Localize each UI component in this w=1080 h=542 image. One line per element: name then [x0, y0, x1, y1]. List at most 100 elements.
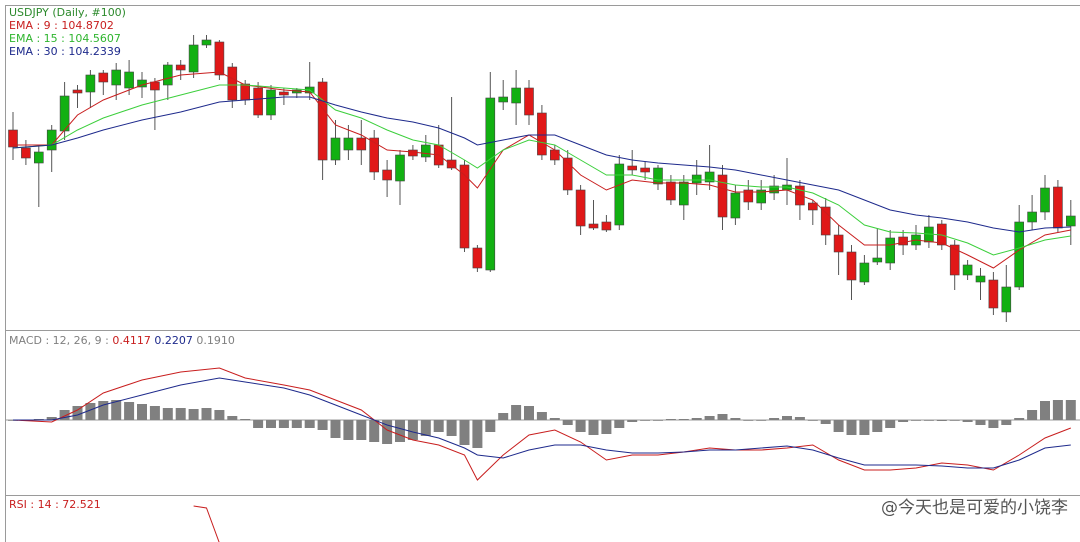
histogram-bar — [459, 420, 470, 445]
histogram-bar — [911, 420, 921, 421]
candle-body — [975, 275, 986, 283]
legend-entry: 0.4117 — [112, 334, 151, 347]
histogram-bar — [575, 420, 586, 432]
candle-body — [756, 189, 767, 204]
histogram-bar — [201, 408, 212, 420]
histogram-bar — [1052, 400, 1063, 420]
candle-body — [163, 64, 173, 86]
candle-body — [124, 71, 134, 89]
chart-title: USDJPY (Daily, #100) — [9, 6, 126, 19]
histogram-bar — [511, 405, 522, 420]
candle-body — [85, 74, 96, 93]
histogram-bar — [1014, 418, 1025, 420]
histogram-bar — [743, 420, 754, 421]
histogram-bar — [923, 420, 934, 421]
candle-body — [807, 202, 818, 211]
histogram-bar — [1001, 420, 1012, 425]
histogram-bar — [472, 420, 483, 448]
histogram-bar — [498, 413, 509, 420]
candle-body — [1053, 186, 1063, 229]
candle-body — [898, 236, 908, 246]
legend-entry: EMA : 15 : 104.5607 — [9, 32, 121, 45]
candle-body — [588, 223, 599, 229]
histogram-bar — [859, 420, 870, 435]
candle-body — [21, 147, 31, 159]
candle-body — [1014, 221, 1025, 288]
histogram-bar — [214, 410, 225, 420]
histogram-bar — [1065, 400, 1076, 420]
histogram-bar — [382, 420, 393, 444]
candle-body — [330, 137, 341, 161]
rsi-title: RSI : 14 : 72.521 — [9, 498, 101, 511]
histogram-bar — [420, 420, 431, 436]
histogram-bar — [962, 420, 973, 422]
candle-body — [1040, 187, 1050, 213]
histogram-bar — [111, 400, 122, 420]
histogram-bar — [756, 420, 767, 421]
candle-body — [240, 83, 250, 101]
candle-body — [640, 167, 650, 173]
candle-body — [524, 87, 534, 116]
histogram-bar — [665, 419, 676, 420]
candle-body — [769, 185, 779, 194]
candle-body — [369, 137, 380, 173]
candle-body — [382, 169, 392, 181]
candle-body — [472, 247, 483, 269]
histogram-bar — [343, 420, 354, 440]
candle-body — [962, 264, 973, 276]
candle-body — [666, 181, 676, 201]
histogram-bar — [820, 420, 831, 424]
candle-body — [614, 163, 625, 226]
histogram-bar — [898, 420, 909, 422]
histogram-bar — [936, 420, 947, 421]
histogram-bar — [330, 420, 341, 438]
candle-body — [872, 257, 883, 263]
histogram-bar — [885, 420, 896, 428]
candle-body — [885, 237, 896, 264]
rsi-pane — [5, 495, 1080, 542]
indicator-line — [12, 367, 1071, 481]
candle-body — [601, 221, 612, 231]
candle-body — [459, 164, 470, 249]
histogram-bar — [253, 420, 264, 428]
histogram-bar — [601, 420, 612, 434]
candle-body — [253, 87, 263, 116]
candle-body — [98, 72, 109, 83]
histogram-bar — [485, 420, 496, 432]
candle-body — [46, 129, 57, 151]
candle-body — [279, 91, 289, 96]
macd-title: MACD : 12, 26, 9 : — [9, 334, 109, 347]
histogram-bar — [304, 420, 315, 428]
histogram-bar — [124, 402, 135, 420]
histogram-bar — [833, 420, 844, 432]
histogram-bar — [807, 420, 818, 421]
candle-body — [498, 96, 509, 103]
candle-body — [175, 64, 186, 71]
macd-plot — [5, 367, 1080, 481]
histogram-bar — [46, 417, 57, 420]
legend-entry: 0.1910 — [196, 334, 235, 347]
candle-body — [820, 206, 831, 236]
histogram-bar — [188, 409, 199, 420]
candle-body — [485, 97, 496, 271]
histogram-bar — [846, 420, 857, 435]
candle-body — [1066, 215, 1076, 227]
histogram-bar — [536, 412, 547, 420]
candle-body — [988, 279, 999, 309]
histogram-bar — [407, 420, 418, 440]
histogram-bar — [137, 404, 147, 420]
candle-body — [266, 89, 276, 116]
histogram-bar — [975, 420, 986, 425]
histogram-bar — [278, 420, 289, 428]
candle-body — [356, 137, 367, 151]
histogram-bar — [627, 420, 638, 422]
histogram-bar — [730, 418, 741, 420]
histogram-bar — [98, 401, 109, 420]
indicator-line — [193, 505, 220, 542]
histogram-bar — [149, 406, 160, 420]
histogram-bar — [240, 419, 251, 420]
indicator-line — [13, 71, 1071, 269]
histogram-bar — [769, 418, 780, 420]
histogram-bar — [782, 416, 792, 420]
histogram-bar — [588, 420, 599, 435]
